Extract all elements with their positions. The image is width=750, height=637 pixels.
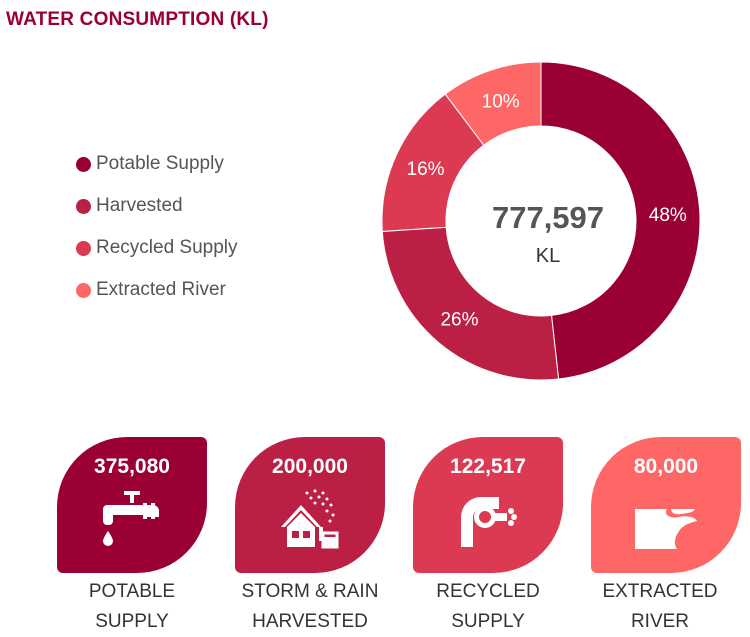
caption-line: HARVESTED bbox=[252, 611, 368, 632]
legend-item-harvested[interactable]: Harvested bbox=[76, 185, 238, 227]
donut-slice-extracted-river[interactable] bbox=[444, 61, 542, 146]
card-value: 80,000 bbox=[633, 455, 699, 478]
recycle-pipe-icon bbox=[461, 497, 517, 547]
caption-line: SUPPLY bbox=[95, 611, 169, 632]
card-value: 122,517 bbox=[450, 455, 526, 478]
donut-slice-label: 16% bbox=[407, 159, 445, 180]
caption-line: SUPPLY bbox=[451, 611, 525, 632]
faucet-icon bbox=[103, 491, 159, 546]
legend-label: Recycled Supply bbox=[96, 237, 238, 258]
legend-label: Harvested bbox=[96, 195, 183, 216]
legend-label: Extracted River bbox=[96, 279, 226, 300]
donut-slice-label: 48% bbox=[649, 205, 687, 226]
caption-line: POTABLE bbox=[88, 581, 176, 602]
legend-item-potable[interactable]: Potable Supply bbox=[76, 143, 238, 185]
donut-slice-label: 26% bbox=[440, 309, 478, 330]
donut-slice-label: 10% bbox=[482, 92, 520, 113]
card-background bbox=[235, 437, 385, 573]
river-icon bbox=[635, 509, 697, 549]
card-value: 375,080 bbox=[94, 455, 170, 478]
donut-center-value: 777,597 bbox=[492, 200, 604, 235]
legend-label: Potable Supply bbox=[96, 153, 224, 174]
legend-dot bbox=[76, 156, 91, 172]
rain-harvest-icon bbox=[281, 489, 339, 549]
donut-slice-potable-supply[interactable] bbox=[540, 61, 701, 380]
card-recycled-supply[interactable]: 122,517 bbox=[413, 437, 563, 573]
card-caption-harvested: STORM & RAIN HARVESTED bbox=[220, 577, 400, 637]
legend-item-river[interactable]: Extracted River bbox=[76, 269, 238, 311]
donut-center-unit: KL bbox=[536, 245, 560, 267]
donut-chart: 48% 26% 16% 10% 777,597 KL bbox=[381, 61, 701, 381]
card-storm-rain-harvested[interactable]: 200,000 bbox=[235, 437, 385, 573]
legend-dot bbox=[76, 198, 91, 214]
card-extracted-river[interactable]: 80,000 bbox=[591, 437, 741, 573]
chart-title: WATER CONSUMPTION (KL) bbox=[6, 9, 269, 30]
caption-line: RECYCLED bbox=[436, 581, 540, 602]
caption-line: STORM & RAIN bbox=[241, 581, 379, 602]
card-potable-supply[interactable]: 375,080 bbox=[57, 437, 207, 573]
legend-dot bbox=[76, 282, 91, 298]
card-caption-river: EXTRACTED RIVER bbox=[570, 577, 750, 637]
caption-line: EXTRACTED bbox=[602, 581, 718, 602]
legend: Potable Supply Harvested Recycled Supply… bbox=[76, 143, 238, 311]
legend-dot bbox=[76, 240, 91, 256]
card-background bbox=[591, 437, 741, 573]
legend-item-recycled[interactable]: Recycled Supply bbox=[76, 227, 238, 269]
caption-line: RIVER bbox=[630, 611, 690, 632]
card-caption-potable: POTABLE SUPPLY bbox=[42, 577, 222, 637]
donut-slice-harvested[interactable] bbox=[381, 226, 560, 381]
card-caption-recycled: RECYCLED SUPPLY bbox=[398, 577, 578, 637]
card-value: 200,000 bbox=[272, 455, 348, 478]
